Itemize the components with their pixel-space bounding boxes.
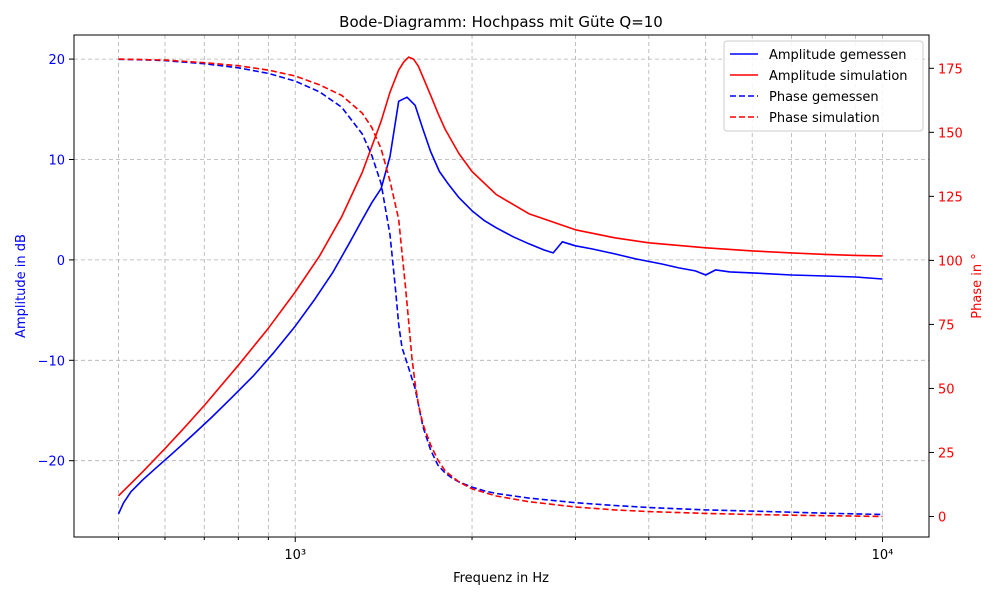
- axis-ticks: −20 −10 0 10 20 0 25 50 75 100 125 150 175 10³ 10⁴: [38, 53, 963, 563]
- legend-label: Amplitude simulation: [769, 69, 908, 84]
- legend: Amplitude gemessen Amplitude simulation Ph…: [723, 40, 924, 132]
- y-tick-label: −10: [38, 354, 65, 369]
- y2-tick-label: 175: [938, 62, 963, 77]
- y-tick-label: −20: [38, 455, 65, 470]
- x-tick-label: 10⁴: [872, 548, 894, 563]
- y2-tick-label: 125: [938, 190, 963, 205]
- series-line-4: [118, 58, 883, 518]
- legend-label: Amplitude gemessen: [769, 48, 906, 63]
- y-tick-label: 0: [57, 254, 65, 269]
- series-line-1: [117, 96, 883, 515]
- y-tick-label: 20: [48, 53, 65, 68]
- y2-tick-label: 100: [938, 254, 963, 269]
- y-tick-label: 10: [48, 153, 65, 168]
- y2-tick-label: 0: [938, 511, 946, 526]
- series-lines: [117, 56, 883, 518]
- legend-label: Phase gemessen: [769, 90, 879, 105]
- y2-tick-label: 75: [938, 318, 955, 333]
- y2-tick-label: 25: [938, 446, 955, 461]
- y2-tick-label: 150: [938, 126, 963, 141]
- grid-lines: [74, 35, 929, 537]
- x-axis-title: Frequenz in Hz: [453, 571, 549, 586]
- y2-tick-label: 50: [938, 382, 955, 397]
- x-tick-label: 10³: [284, 548, 306, 563]
- chart-title: Bode-Diagramm: Hochpass mit Güte Q=10: [339, 13, 663, 31]
- legend-label: Phase simulation: [769, 111, 880, 126]
- legend-box: [723, 40, 924, 132]
- y2-axis-title: Phase in °: [970, 253, 985, 318]
- series-line-2: [117, 56, 883, 497]
- plot-area: [117, 56, 883, 518]
- plot-frame: [73, 34, 930, 538]
- y-axis-title: Amplitude in dB: [14, 234, 29, 338]
